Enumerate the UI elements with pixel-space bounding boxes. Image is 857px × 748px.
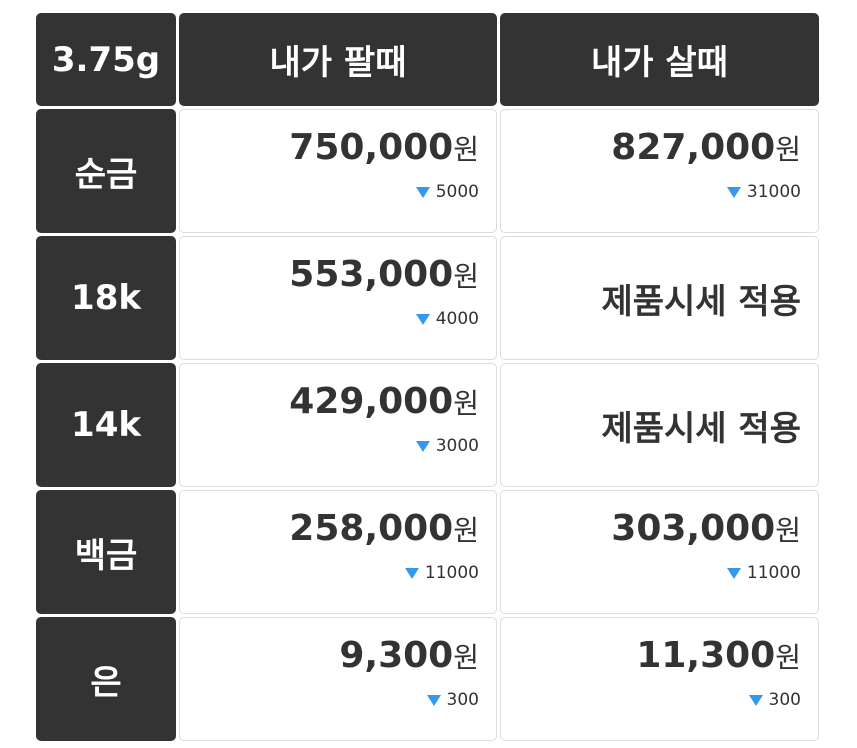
header-cell: 내가 팔때 (179, 13, 497, 106)
price: 9,300원 (339, 634, 479, 680)
price: 750,000원 (289, 126, 479, 172)
price: 429,000원 (289, 380, 479, 426)
row-label: 백금 (36, 490, 176, 614)
change: 4000 (415, 309, 479, 329)
price: 827,000원 (611, 126, 801, 172)
price-cell: 750,000원 5000 (179, 109, 497, 233)
change: 5000 (415, 182, 479, 202)
price-value: 827,000 (611, 127, 776, 168)
price-cell: 429,000원 3000 (179, 363, 497, 487)
change-value: 31000 (746, 182, 801, 202)
price-table: 3.75g 내가 팔때 내가 살때 순금 750,000원 5000 827,000원… (36, 13, 819, 741)
price-value: 750,000 (289, 127, 454, 168)
change-value: 4000 (435, 309, 479, 329)
row-label: 순금 (36, 109, 176, 233)
change-value: 300 (768, 690, 801, 710)
price-unit: 원 (453, 514, 479, 547)
change: 31000 (726, 182, 801, 202)
note-cell: 제품시세 적용 (500, 363, 819, 487)
price-value: 429,000 (289, 381, 454, 422)
price-value: 553,000 (289, 254, 454, 295)
change-value: 11000 (424, 563, 479, 583)
price-cell: 553,000원 4000 (179, 236, 497, 360)
price-unit: 원 (453, 387, 479, 420)
down-arrow (726, 186, 741, 198)
down-arrow (426, 694, 441, 706)
price-value: 303,000 (611, 508, 776, 549)
price: 303,000원 (611, 507, 801, 553)
price-unit: 원 (775, 133, 801, 166)
price-cell: 9,300원 300 (179, 617, 497, 741)
price-value: 11,300 (636, 635, 776, 676)
price: 553,000원 (289, 253, 479, 299)
change-value: 3000 (435, 436, 479, 456)
price: 11,300원 (636, 634, 801, 680)
header-cell: 내가 살때 (500, 13, 819, 106)
header-cell: 3.75g (36, 13, 176, 106)
row-label: 은 (36, 617, 176, 741)
row-label: 18k (36, 236, 176, 360)
price-value: 258,000 (289, 508, 454, 549)
price-unit: 원 (775, 641, 801, 674)
price-cell: 827,000원 31000 (500, 109, 819, 233)
down-arrow (415, 186, 430, 198)
change-value: 300 (446, 690, 479, 710)
price-unit: 원 (775, 514, 801, 547)
price-unit: 원 (453, 260, 479, 293)
price-value: 9,300 (339, 635, 454, 676)
change: 300 (748, 690, 801, 710)
price-cell: 303,000원 11000 (500, 490, 819, 614)
change: 11000 (404, 563, 479, 583)
down-arrow (415, 440, 430, 452)
price-cell: 11,300원 300 (500, 617, 819, 741)
change: 3000 (415, 436, 479, 456)
down-arrow (748, 694, 763, 706)
price-cell: 258,000원 11000 (179, 490, 497, 614)
change-value: 5000 (435, 182, 479, 202)
row-label: 14k (36, 363, 176, 487)
change: 11000 (726, 563, 801, 583)
down-arrow (415, 313, 430, 325)
change-value: 11000 (746, 563, 801, 583)
down-arrow (404, 567, 419, 579)
down-arrow (726, 567, 741, 579)
price-unit: 원 (453, 641, 479, 674)
price: 258,000원 (289, 507, 479, 553)
price-unit: 원 (453, 133, 479, 166)
change: 300 (426, 690, 479, 710)
note-cell: 제품시세 적용 (500, 236, 819, 360)
